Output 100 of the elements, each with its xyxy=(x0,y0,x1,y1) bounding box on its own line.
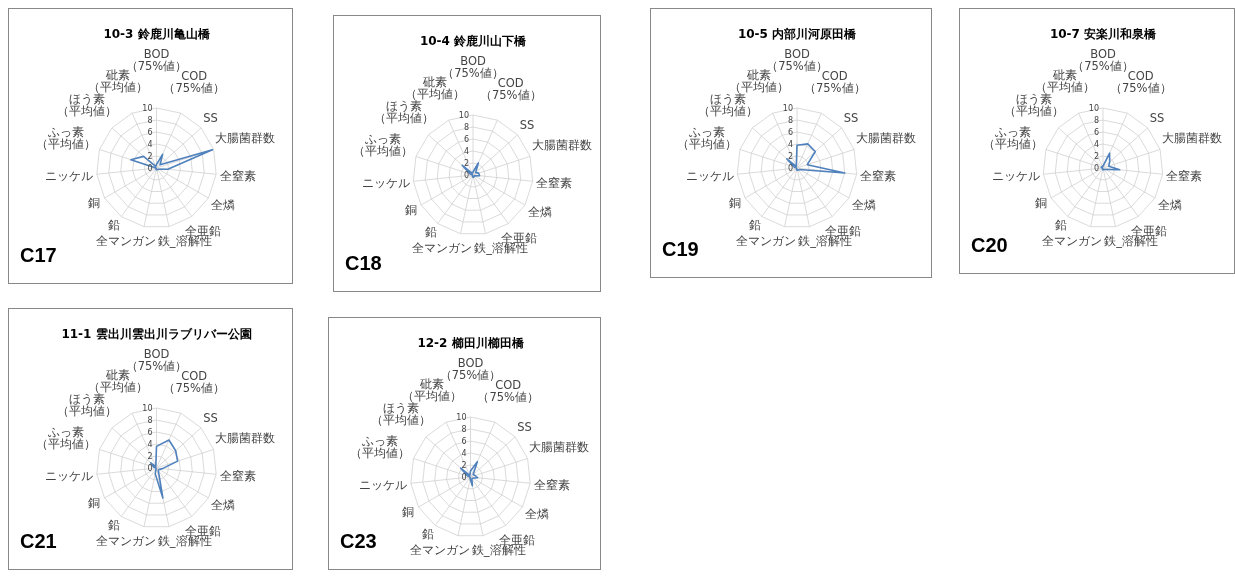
spoke-label: 銅 xyxy=(402,504,415,519)
y-tick-label: 8 xyxy=(463,123,469,132)
spoke-label: ふっ素（平均値） xyxy=(352,131,413,158)
spoke-label: ふっ素（平均値） xyxy=(36,424,97,451)
y-tick-label: 6 xyxy=(461,437,467,446)
y-tick-label: 8 xyxy=(147,116,153,125)
spoke-label: ふっ素（平均値） xyxy=(36,124,97,151)
text: C21 xyxy=(20,530,57,552)
spoke-label: ふっ素（平均値） xyxy=(982,124,1043,151)
y-tick-label: 6 xyxy=(147,428,153,437)
y-tick-label: 10 xyxy=(1088,104,1099,113)
y-tick-label: 2 xyxy=(463,159,469,168)
chart-title: 12-2 櫛田川櫛田橋 xyxy=(417,336,525,350)
spoke-label: 全燐 xyxy=(525,507,550,522)
y-tick-label: 0 xyxy=(1093,164,1099,173)
spoke-label: 全燐 xyxy=(211,498,236,513)
spoke-label: 鉛 xyxy=(422,527,435,542)
text: C20 xyxy=(971,234,1008,256)
spoke-label: SS xyxy=(519,118,535,133)
y-tick-label: 6 xyxy=(787,128,793,137)
spoke-label: ニッケル xyxy=(991,169,1040,184)
y-tick-label: 8 xyxy=(1093,116,1099,125)
y-tick-label: 4 xyxy=(147,140,153,149)
y-tick-label: 0 xyxy=(787,164,793,173)
y-tick-label: 8 xyxy=(147,416,153,425)
y-tick-label: 4 xyxy=(461,449,467,458)
spoke-label: 全マンガン xyxy=(1042,234,1103,249)
spoke-label: 大腸菌群数 xyxy=(855,131,916,146)
spoke-label: 鉛 xyxy=(108,518,121,533)
spoke-label: 全マンガン xyxy=(736,234,797,249)
spoke-label: 大腸菌群数 xyxy=(215,131,276,146)
spoke-label: ニッケル xyxy=(359,478,408,493)
y-tick-label: 10 xyxy=(782,104,793,113)
spoke-label: 大腸菌群数 xyxy=(529,440,590,455)
y-tick-label: 0 xyxy=(147,464,153,473)
chart-title: 10-7 安楽川和泉橋 xyxy=(1049,27,1158,41)
spoke-label: 銅 xyxy=(88,495,101,510)
spoke-label: ニッケル xyxy=(361,176,410,191)
spoke-label: 全マンガン xyxy=(95,534,156,549)
spoke-label: 鉛 xyxy=(748,218,761,233)
y-tick-label: 0 xyxy=(463,171,469,180)
spoke-label: SS xyxy=(517,420,532,435)
spoke-label: 全マンガン xyxy=(412,241,473,256)
spoke-label: 全窒素 xyxy=(860,168,897,183)
y-tick-label: 2 xyxy=(1093,152,1099,161)
chart-title: 10-3 鈴鹿川亀山橋 xyxy=(103,27,211,41)
spoke-label: ふっ素（平均値） xyxy=(676,124,737,151)
y-tick-label: 4 xyxy=(1093,140,1099,149)
spoke-label: 大腸菌群数 xyxy=(215,431,276,446)
spoke-label: ニッケル xyxy=(45,169,94,184)
spoke-label: 全燐 xyxy=(851,198,876,213)
y-tick-label: 6 xyxy=(1093,128,1099,137)
spoke-label: 全窒素 xyxy=(1166,168,1203,183)
y-tick-label: 6 xyxy=(463,135,469,144)
spoke-label: 鉛 xyxy=(108,218,121,233)
spoke-label: 全燐 xyxy=(527,205,552,220)
text: C17 xyxy=(20,244,57,266)
y-tick-label: 2 xyxy=(147,452,153,461)
spoke-label: 全窒素 xyxy=(219,168,256,183)
y-tick-label: 8 xyxy=(461,425,467,434)
spoke-label: 全窒素 xyxy=(219,468,256,483)
spoke-label: 銅 xyxy=(404,202,417,217)
text: C18 xyxy=(345,252,382,274)
spoke-label: 鉛 xyxy=(1054,218,1067,233)
spoke-label: 銅 xyxy=(728,195,741,210)
spoke-label: ニッケル xyxy=(45,469,94,484)
y-tick-label: 4 xyxy=(147,440,153,449)
spoke-label: ふっ素（平均値） xyxy=(350,433,411,460)
spoke-label: 全燐 xyxy=(211,198,236,213)
chart-title: 10-4 鈴鹿川山下橋 xyxy=(419,34,528,48)
y-tick-label: 2 xyxy=(461,461,467,470)
spoke-label: 鉛 xyxy=(424,225,437,240)
spoke-label: 全燐 xyxy=(1157,198,1182,213)
y-tick-label: 10 xyxy=(142,404,153,413)
spoke-label: SS xyxy=(1149,111,1165,126)
spoke-label: 全窒素 xyxy=(533,477,570,492)
y-tick-label: 2 xyxy=(147,152,153,161)
spoke-label: 全窒素 xyxy=(536,175,573,190)
y-tick-label: 2 xyxy=(787,152,793,161)
chart-title: 11-1 雲出川雲出川ラブリバー公園 xyxy=(61,327,252,341)
spoke-label: 大腸菌群数 xyxy=(531,138,592,153)
y-tick-label: 4 xyxy=(787,140,793,149)
spoke-label: SS xyxy=(203,111,218,126)
spoke-label: SS xyxy=(203,411,218,426)
y-tick-label: 0 xyxy=(461,473,467,482)
y-tick-label: 0 xyxy=(147,164,153,173)
y-tick-label: 10 xyxy=(142,104,153,113)
y-tick-label: 8 xyxy=(787,116,793,125)
chart-title: 10-5 内部川河原田橋 xyxy=(737,27,858,41)
text: C19 xyxy=(662,238,699,260)
spoke-label: ニッケル xyxy=(685,169,734,184)
spoke-label: 全マンガン xyxy=(95,234,156,249)
y-tick-label: 10 xyxy=(458,111,469,120)
y-tick-label: 10 xyxy=(456,413,467,422)
text: C23 xyxy=(340,530,377,552)
spoke-label: 銅 xyxy=(1034,195,1047,210)
y-tick-label: 4 xyxy=(463,147,469,156)
spoke-label: 全マンガン xyxy=(409,543,470,558)
spoke-label: 銅 xyxy=(88,195,101,210)
spoke-label: SS xyxy=(843,111,859,126)
